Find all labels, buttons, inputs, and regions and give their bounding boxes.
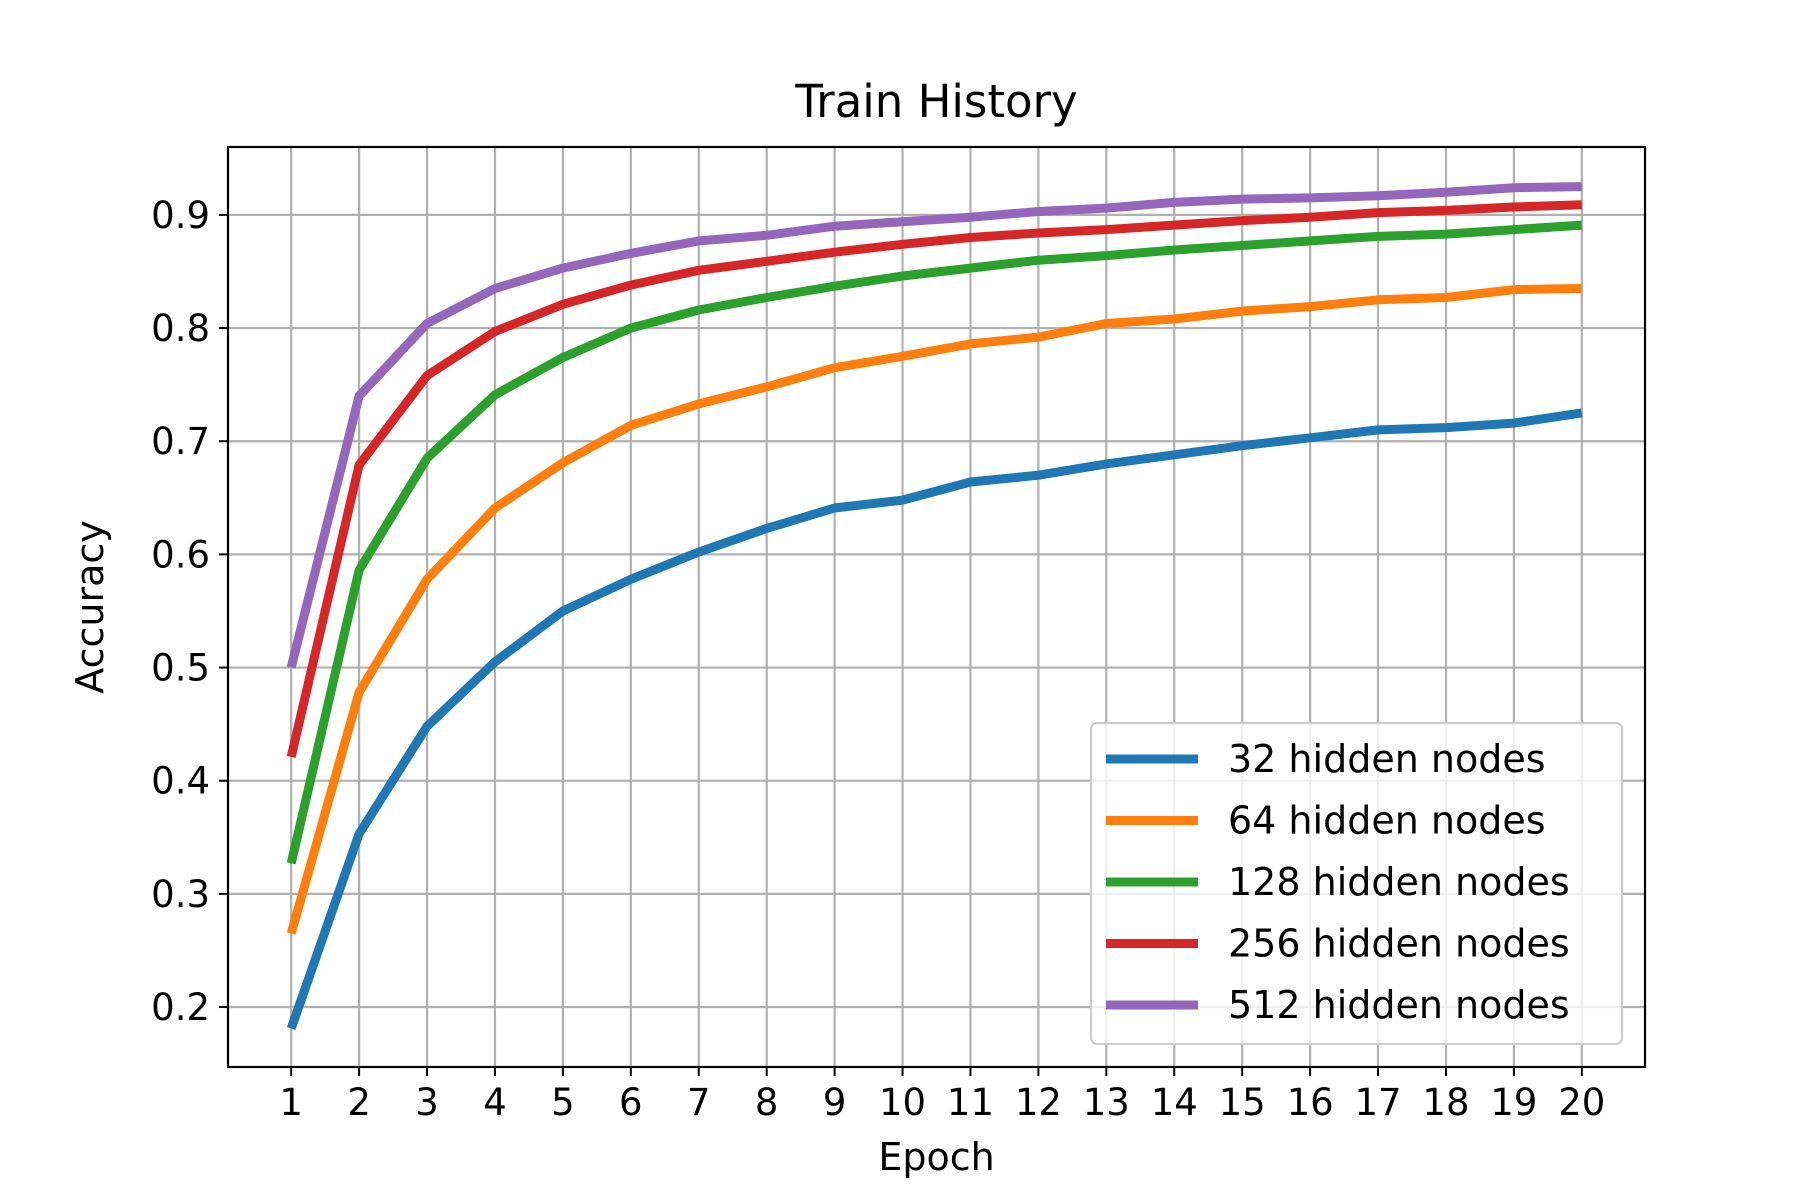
x-tick-label: 2 <box>347 1081 371 1124</box>
x-axis-label: Epoch <box>878 1135 994 1179</box>
legend-label: 512 hidden nodes <box>1228 983 1570 1027</box>
x-tick-label: 9 <box>823 1081 847 1124</box>
x-tick-label: 20 <box>1558 1081 1605 1124</box>
y-tick-label: 0.3 <box>151 873 210 916</box>
legend: 32 hidden nodes 64 hidden nodes 128 hidden… <box>1089 721 1624 1046</box>
y-tick-label: 0.5 <box>151 647 210 690</box>
series-line-32-hidden-nodes <box>286 408 1583 1030</box>
series-line-128-hidden-nodes <box>286 220 1583 865</box>
x-tick-label: 18 <box>1422 1081 1469 1124</box>
x-tick-label: 17 <box>1354 1081 1401 1124</box>
y-tick-label: 0.6 <box>151 533 210 576</box>
x-tick-label: 11 <box>947 1081 994 1124</box>
x-tick-label: 1 <box>279 1081 303 1124</box>
series-line-64-hidden-nodes <box>286 284 1582 935</box>
legend-label: 64 hidden nodes <box>1228 799 1546 843</box>
series-line-256-hidden-nodes <box>286 200 1582 758</box>
x-tick-label: 3 <box>415 1081 439 1124</box>
series-line-512-hidden-nodes <box>286 182 1582 669</box>
x-tick-label: 10 <box>879 1081 926 1124</box>
x-tick-label: 4 <box>483 1081 507 1124</box>
legend-label: 128 hidden nodes <box>1228 860 1570 904</box>
y-tick-label: 0.2 <box>151 986 210 1029</box>
legend-box <box>1089 721 1624 1046</box>
x-tick-label: 12 <box>1015 1081 1062 1124</box>
legend-label: 256 hidden nodes <box>1228 922 1570 966</box>
ticks-layer: 1 2 3 4 5 6 7 8 9 10 11 12 13 14 15 16 17 18 19 200.20.30.4… <box>151 194 1605 1124</box>
x-tick-label: 14 <box>1151 1081 1198 1124</box>
legend-label: 32 hidden nodes <box>1228 737 1546 781</box>
y-axis-label: Accuracy <box>68 520 112 694</box>
x-tick-label: 5 <box>551 1081 575 1124</box>
x-tick-label: 13 <box>1083 1081 1130 1124</box>
plot-area-frame <box>226 145 1647 1069</box>
x-tick-label: 15 <box>1219 1081 1266 1124</box>
y-tick-label: 0.8 <box>151 307 210 350</box>
x-tick-label: 8 <box>755 1081 779 1124</box>
y-tick-label: 0.4 <box>151 760 210 803</box>
x-tick-label: 7 <box>687 1081 711 1124</box>
chart-title: Train History <box>794 75 1077 128</box>
series-layer <box>286 182 1583 1030</box>
x-tick-label: 19 <box>1490 1081 1537 1124</box>
x-tick-label: 16 <box>1287 1081 1334 1124</box>
y-tick-label: 0.7 <box>151 420 210 463</box>
x-tick-label: 6 <box>619 1081 643 1124</box>
y-tick-label: 0.9 <box>151 194 210 237</box>
